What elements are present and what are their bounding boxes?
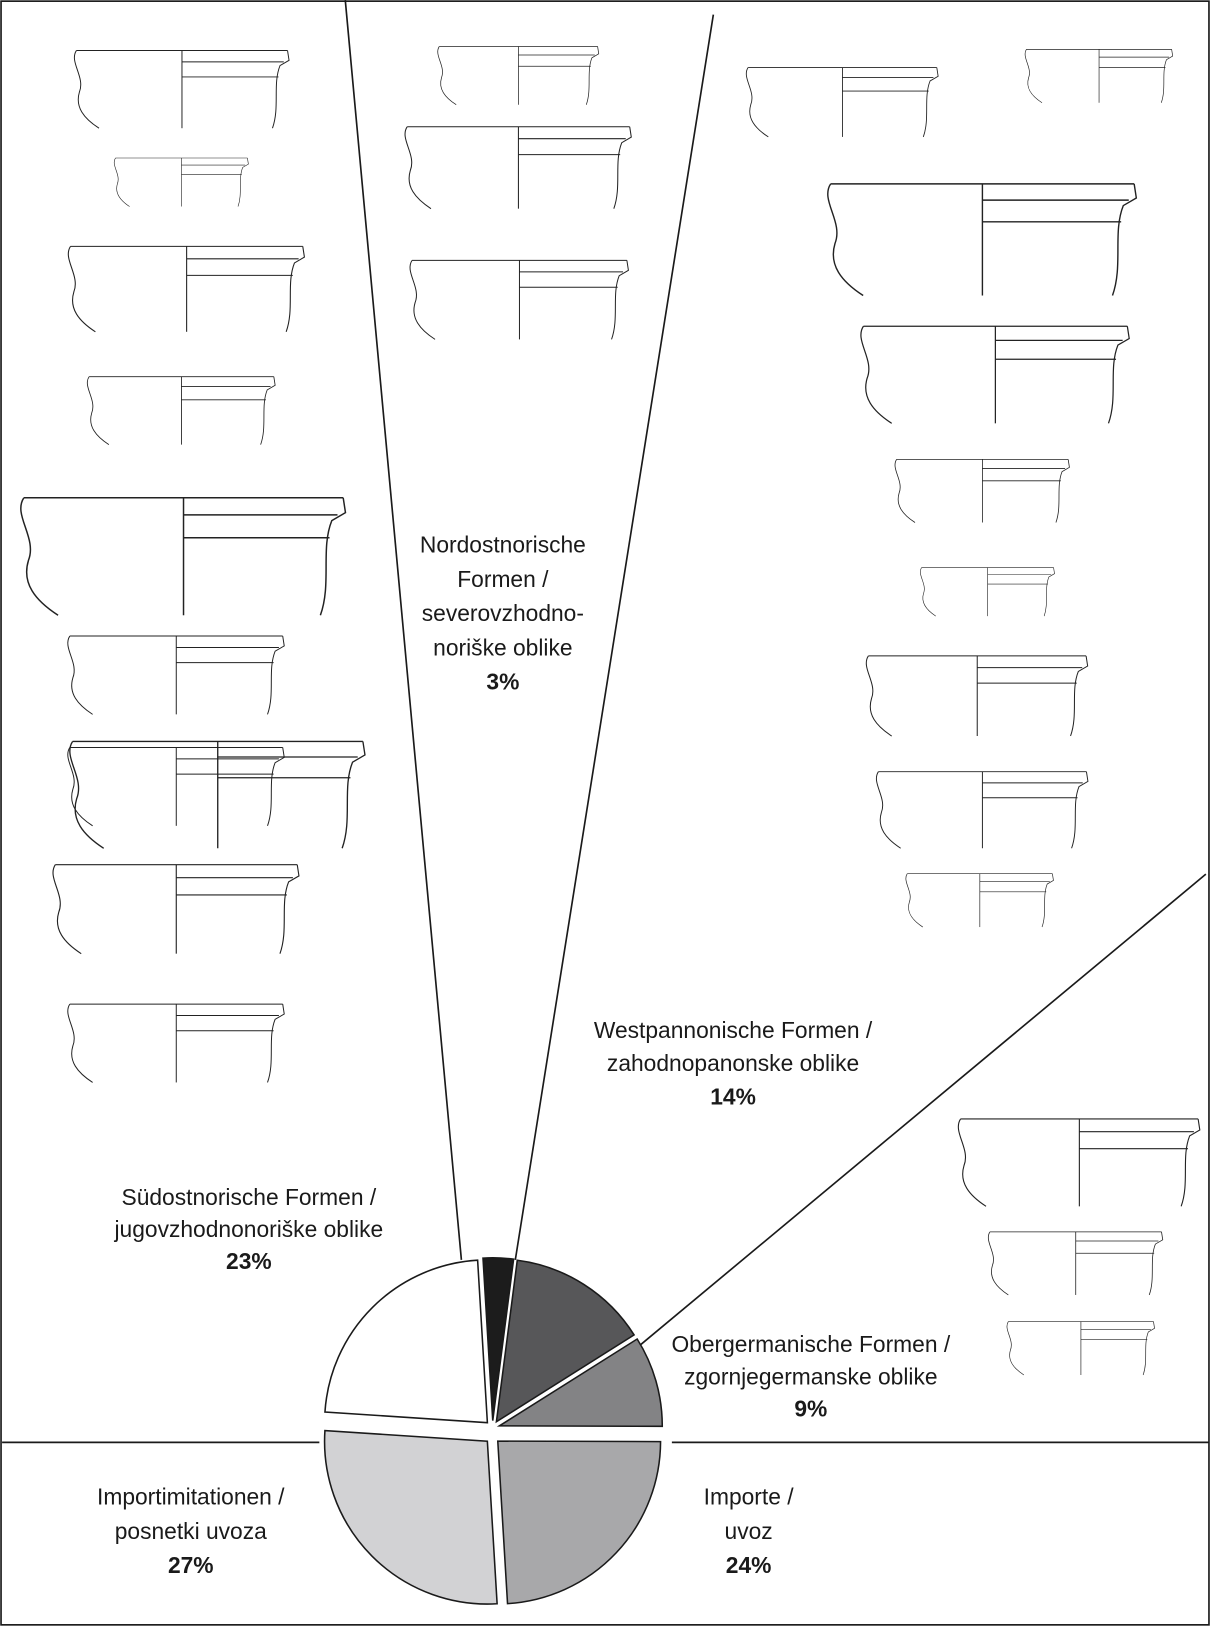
pottery-drawings: [21, 46, 1200, 1374]
slice-label: posnetki uvoza: [115, 1518, 267, 1544]
pie-slice: [325, 1260, 487, 1422]
slice-label: Obergermanische Formen /: [671, 1331, 950, 1357]
slice-label: uvoz: [725, 1518, 773, 1544]
slice-label: zahodnopanonske oblike: [607, 1050, 859, 1076]
slice-label: Importimitationen /: [97, 1484, 285, 1510]
slice-label: jugovzhodnonoriške oblike: [113, 1216, 383, 1242]
slice-label: Nordostnorische: [420, 532, 586, 558]
slice-percent: 24%: [726, 1552, 772, 1578]
slice-label: Importe /: [704, 1484, 795, 1510]
slice-label: noriške oblike: [433, 634, 572, 660]
slice-percent: 23%: [226, 1248, 272, 1274]
pie-slice: [498, 1441, 661, 1603]
slice-percent: 9%: [794, 1395, 827, 1421]
pie: [325, 1258, 663, 1604]
divider: [630, 874, 1205, 1353]
slice-label: zgornjegermanske oblike: [684, 1363, 937, 1389]
slice-percent: 3%: [486, 669, 519, 695]
pie-slice: [325, 1431, 498, 1604]
slice-label: Formen /: [457, 566, 549, 592]
slice-label: Westpannonische Formen /: [594, 1017, 873, 1043]
slice-label: severovzhodno-: [422, 600, 584, 626]
figure: Nordostnorische Formen / severovzhodno-nor…: [0, 0, 1210, 1626]
slice-label: Südostnorische Formen /: [121, 1184, 376, 1210]
divider: [345, 0, 461, 1260]
slice-percent: 27%: [168, 1552, 214, 1578]
slice-percent: 14%: [710, 1083, 756, 1109]
